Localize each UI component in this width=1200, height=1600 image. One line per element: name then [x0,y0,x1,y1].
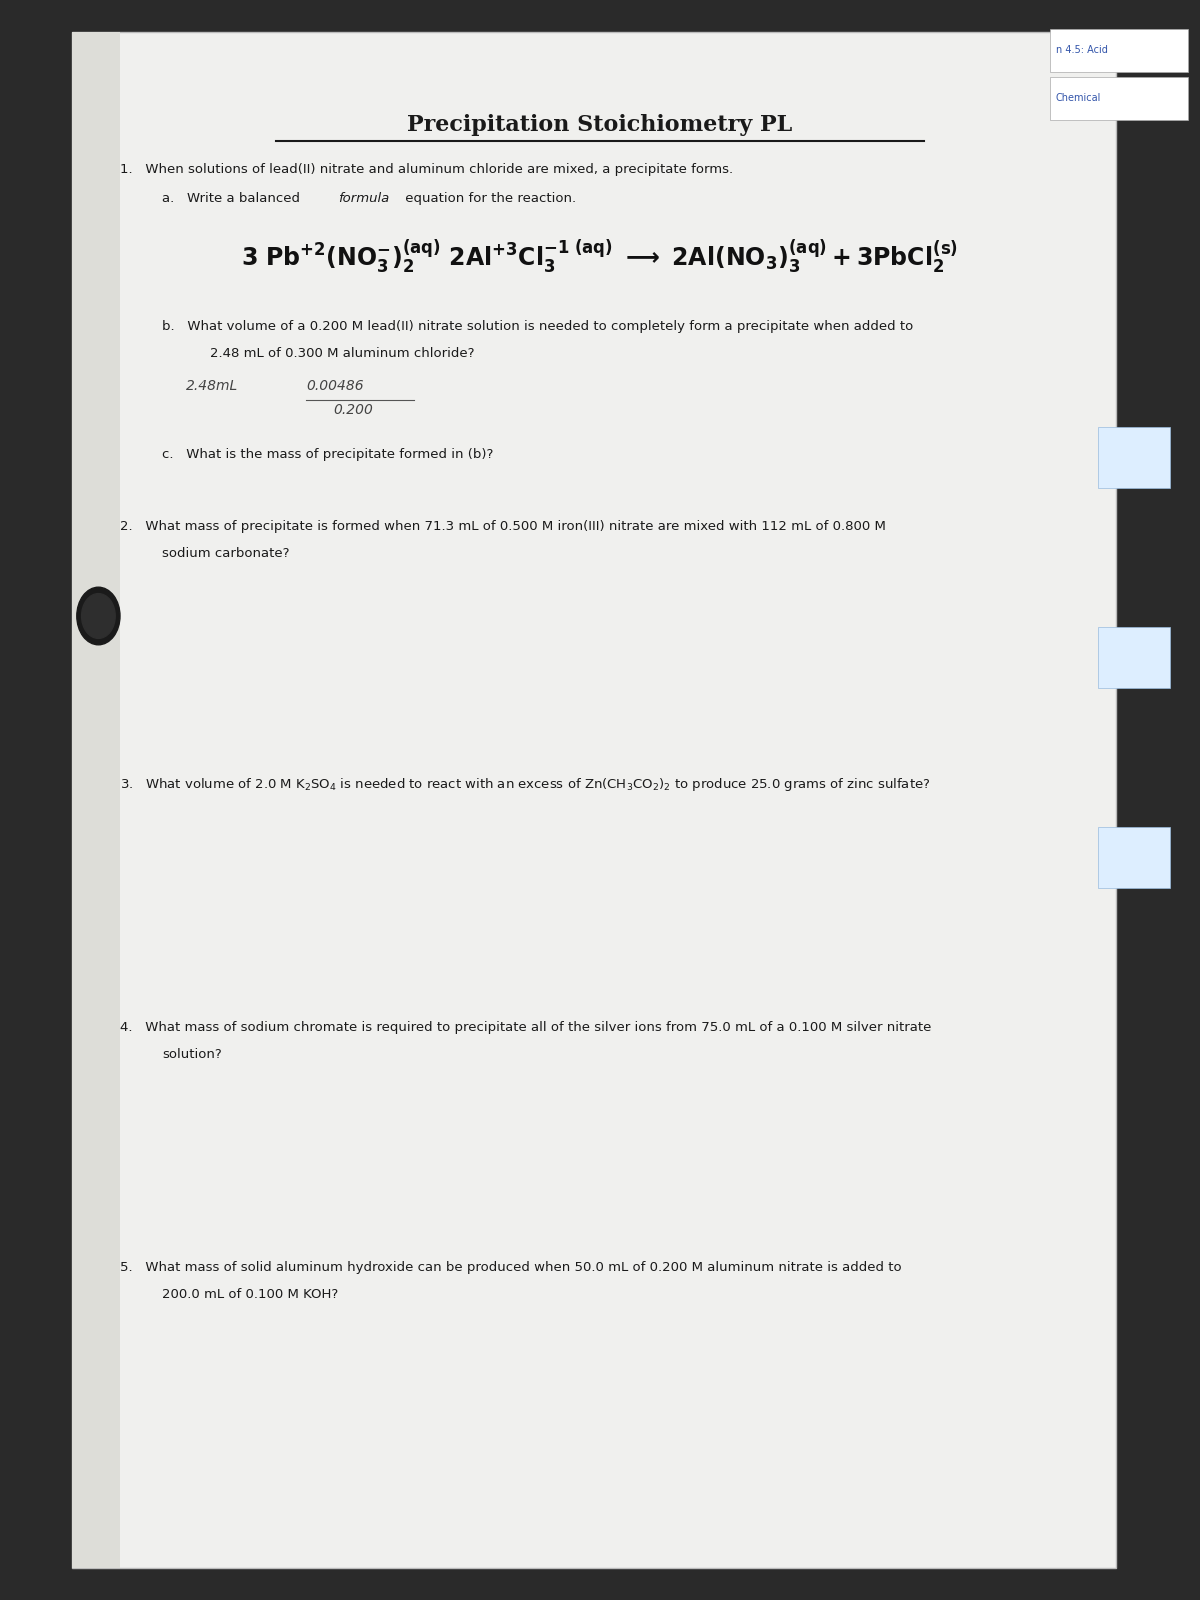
FancyBboxPatch shape [1050,29,1188,72]
Text: sodium carbonate?: sodium carbonate? [162,547,289,560]
Text: $\mathbf{3\ Pb^{+2}(NO_3^{-})_2^{(aq)}\ 2Al^{+3}Cl_3^{-1\ (aq)}\ \longrightarrow: $\mathbf{3\ Pb^{+2}(NO_3^{-})_2^{(aq)}\ … [241,237,959,275]
Text: formula: formula [338,192,390,205]
Text: 0.00486: 0.00486 [306,379,364,394]
Text: 4.   What mass of sodium chromate is required to precipitate all of the silver i: 4. What mass of sodium chromate is requi… [120,1021,931,1034]
Text: solution?: solution? [162,1048,222,1061]
Text: 3.   What volume of 2.0 M K$_2$SO$_4$ is needed to react with an excess of Zn(CH: 3. What volume of 2.0 M K$_2$SO$_4$ is n… [120,776,930,794]
FancyBboxPatch shape [72,32,120,1568]
Text: 2.48mL: 2.48mL [186,379,239,394]
Text: 5.   What mass of solid aluminum hydroxide can be produced when 50.0 mL of 0.200: 5. What mass of solid aluminum hydroxide… [120,1261,901,1274]
Circle shape [82,594,115,638]
Text: c.   What is the mass of precipitate formed in (b)?: c. What is the mass of precipitate forme… [162,448,493,461]
Text: Chemical: Chemical [1056,93,1102,104]
Text: 2.48 mL of 0.300 M aluminum chloride?: 2.48 mL of 0.300 M aluminum chloride? [210,347,474,360]
FancyBboxPatch shape [1098,827,1170,888]
Text: 0.200: 0.200 [334,403,373,418]
Text: 1.   When solutions of lead(II) nitrate and aluminum chloride are mixed, a preci: 1. When solutions of lead(II) nitrate an… [120,163,733,176]
Text: Precipitation Stoichiometry PL: Precipitation Stoichiometry PL [407,114,793,136]
FancyBboxPatch shape [1050,77,1188,120]
Circle shape [77,587,120,645]
Text: b.   What volume of a 0.200 M lead(II) nitrate solution is needed to completely : b. What volume of a 0.200 M lead(II) nit… [162,320,913,333]
FancyBboxPatch shape [1098,627,1170,688]
FancyBboxPatch shape [1098,427,1170,488]
Text: 200.0 mL of 0.100 M KOH?: 200.0 mL of 0.100 M KOH? [162,1288,338,1301]
Text: 2.   What mass of precipitate is formed when 71.3 mL of 0.500 M iron(III) nitrat: 2. What mass of precipitate is formed wh… [120,520,886,533]
Text: equation for the reaction.: equation for the reaction. [401,192,576,205]
Text: n 4.5: Acid: n 4.5: Acid [1056,45,1108,56]
FancyBboxPatch shape [72,32,1116,1568]
Text: a.   Write a balanced: a. Write a balanced [162,192,305,205]
